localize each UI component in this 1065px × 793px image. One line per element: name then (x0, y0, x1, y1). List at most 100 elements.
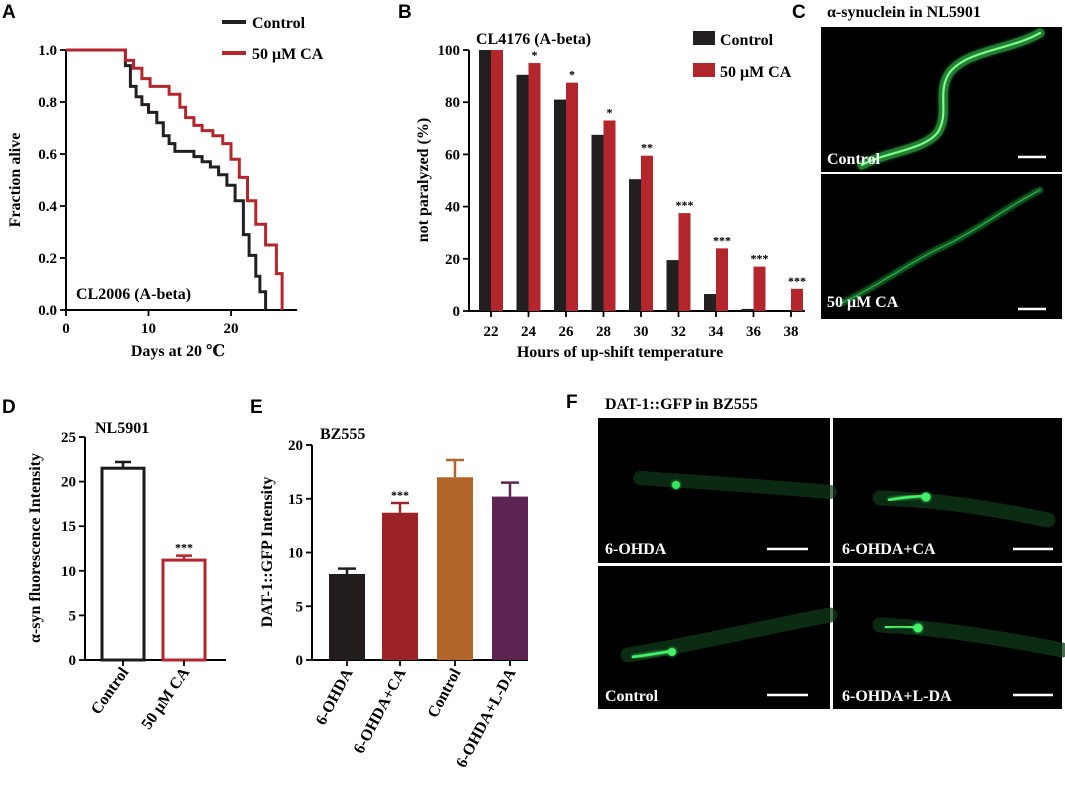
f-label-control: Control (605, 688, 659, 705)
bar-ca-22 (491, 50, 503, 311)
b-significance: *** (751, 252, 769, 266)
b-y-tick-label: 100 (438, 43, 461, 59)
bar-ca-28 (603, 120, 616, 311)
c-label-control: Control (827, 151, 881, 168)
bar-ca-30 (641, 155, 653, 311)
b-x-tick-label: 22 (484, 324, 499, 340)
bar-control-22 (479, 50, 491, 311)
f-label-ohda-ldopa: 6-OHDA+L-DA (842, 688, 952, 705)
e-y-tick-label: 5 (296, 599, 304, 615)
e-y-axis-label: DAT-1::GFP Intensity (259, 477, 276, 628)
panel-label-d: D (2, 397, 16, 418)
f-label-ohda-ca: 6-OHDA+CA (842, 541, 936, 558)
f-image-ohda-ca (833, 418, 1062, 563)
d-x-tick-label: Control (88, 664, 133, 718)
a-x-tick-label: 10 (141, 321, 156, 337)
panel-label-a: A (2, 2, 16, 23)
d-chart-title: NL5901 (95, 420, 149, 437)
paralysis-chart: 0 20 40 60 80 100 22 24 * 26 * 28 * 30 ** 32 *** 34 *** 36… (415, 31, 806, 361)
legend-control-swatch (693, 31, 715, 45)
panel-label-f: F (566, 392, 578, 413)
e-significance: *** (391, 488, 409, 502)
b-x-tick-label: 24 (521, 324, 537, 340)
d-significance: *** (175, 541, 193, 555)
e-x-tick-label: Control (425, 665, 465, 720)
b-significance: * (607, 105, 613, 119)
neuron-f1 (672, 481, 680, 489)
a-y-tick-label: 1.0 (38, 43, 57, 59)
panel-label-b: B (398, 2, 412, 23)
d-x-tick-label: 50 μM CA (138, 664, 193, 733)
b-significance: * (569, 68, 575, 82)
bar-ca-26 (566, 82, 578, 311)
a-y-tick-label: 0.0 (38, 303, 57, 319)
b-x-tick-label: 30 (634, 324, 649, 340)
control-survival-line (66, 48, 268, 310)
bar-ca-36 (753, 266, 766, 311)
e-bar-3 (492, 496, 528, 660)
bar-ca-32 (678, 213, 691, 311)
e-x-tick-label: 6-OHDA (313, 666, 357, 729)
legend-ca-swatch (693, 63, 715, 77)
d-y-tick-label: 10 (61, 564, 76, 580)
asyn-chart: 0 5 10 15 20 25 Control 50 μM CA *** NL5901 α-s… (27, 420, 226, 733)
e-x-tick-label: 6-OHDA+L-DA (453, 666, 520, 771)
e-y-tick-label: 20 (288, 438, 303, 454)
bar-control-30 (629, 179, 641, 311)
a-y-tick-label: 0.2 (38, 251, 57, 267)
e-bar-1 (382, 512, 418, 660)
c-label-ca: 50 μM CA (827, 294, 899, 311)
b-x-tick-label: 28 (596, 324, 611, 340)
bar-control-26 (554, 99, 566, 311)
e-y-tick-label: 10 (288, 546, 303, 562)
d-y-tick-label: 15 (61, 519, 76, 535)
bar-control-24 (516, 74, 529, 311)
b-x-tick-label: 38 (784, 324, 799, 340)
b-y-tick-label: 20 (445, 252, 460, 268)
d-y-tick-label: 0 (69, 653, 77, 669)
bar-ca-34 (716, 248, 728, 311)
d-y-axis-label: α-syn fluorescence Intensity (27, 453, 44, 643)
b-y-tick-label: 40 (445, 200, 460, 216)
b-x-tick-label: 34 (709, 324, 725, 340)
b-significance: *** (713, 233, 731, 247)
a-x-tick-label: 0 (62, 321, 70, 337)
b-chart-title: CL4176 (A-beta) (476, 31, 591, 48)
a-y-axis-label: Fraction alive (7, 133, 24, 228)
d-y-tick-label: 20 (61, 475, 76, 491)
b-x-tick-label: 36 (746, 324, 762, 340)
d-bar-0 (100, 466, 146, 662)
panel-label-c: C (792, 2, 806, 23)
b-y-tick-label: 60 (445, 147, 460, 163)
a-y-tick-label: 0.4 (38, 199, 57, 215)
legend-ca-label: 50 μM CA (720, 64, 792, 81)
microscopy-panel-c: α-synuclein in NL5901 Control 50 μM CA (821, 4, 1062, 319)
worm-f1 (633, 471, 837, 499)
b-significance: * (532, 48, 538, 62)
microscopy-panel-f: DAT-1::GFP in BZ555 6-OHDA 6-OHDA+CA Con… (598, 396, 1065, 709)
b-significance: *** (676, 198, 694, 212)
bar-ca-38 (791, 288, 803, 311)
f-title: DAT-1::GFP in BZ555 (605, 396, 758, 413)
e-x-tick-label: 6-OHDA+CA (351, 666, 410, 757)
d-bar-1 (161, 558, 207, 662)
a-x-axis-label: Days at 20 ℃ (131, 343, 225, 360)
e-bar-2 (437, 477, 473, 660)
e-bar-0 (329, 574, 365, 660)
b-y-tick-label: 0 (453, 304, 461, 320)
b-y-axis-label: not paralyzed (%) (415, 118, 432, 242)
d-y-tick-label: 5 (69, 608, 77, 624)
b-x-axis-label: Hours of up-shift temperature (517, 344, 723, 361)
worm-bright-edge (860, 31, 1042, 167)
b-y-tick-label: 80 (445, 95, 460, 111)
c-title: α-synuclein in NL5901 (827, 4, 981, 21)
worm-dim-edge (841, 189, 1041, 304)
e-chart-title: BZ555 (320, 426, 365, 443)
a-y-tick-label: 0.6 (38, 147, 57, 163)
e-y-tick-label: 0 (296, 653, 304, 669)
b-x-tick-label: 32 (671, 324, 686, 340)
bar-control-34 (704, 294, 716, 311)
b-x-tick-label: 26 (559, 324, 575, 340)
